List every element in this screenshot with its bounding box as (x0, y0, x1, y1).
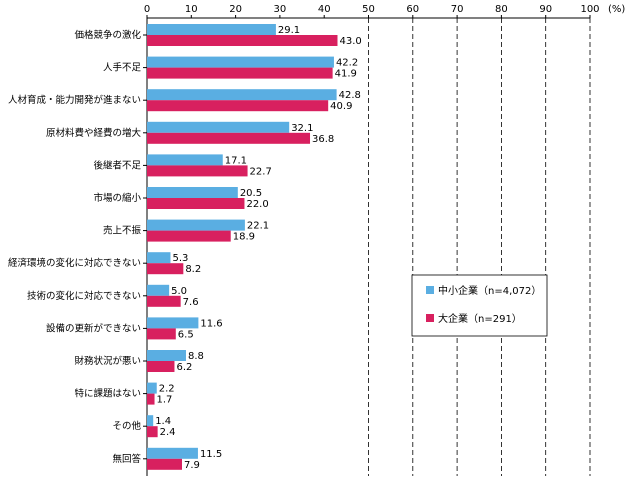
category-label: 原材料費や経費の増大 (46, 127, 142, 139)
bar-sme (147, 317, 199, 329)
legend-box (411, 274, 548, 337)
x-tick-label: 50 (362, 4, 375, 15)
data-label: 43.0 (339, 36, 361, 47)
bar-large (147, 328, 176, 340)
x-unit-label: (%) (608, 4, 625, 15)
legend-swatch-large (426, 314, 434, 322)
data-label: 32.1 (291, 123, 313, 134)
bar-large (147, 458, 182, 470)
bar-large (147, 426, 158, 438)
x-tick-label: 60 (406, 4, 419, 15)
chart-legend: 中小企業（n=4,072） 大企業（n=291） (411, 274, 548, 337)
data-label: 6.2 (176, 362, 192, 373)
bar-sme (147, 350, 186, 361)
bar-large (147, 295, 181, 307)
data-label: 36.8 (312, 134, 334, 145)
data-label: 41.9 (335, 69, 357, 80)
bar-large (147, 393, 155, 405)
bar-sme (147, 382, 157, 394)
bar-sme (147, 24, 276, 35)
x-tick-label: 40 (318, 4, 331, 15)
data-label: 42.2 (336, 58, 358, 69)
data-label: 7.9 (184, 460, 200, 471)
data-label: 42.8 (339, 90, 361, 101)
x-tick-label: 20 (229, 4, 242, 15)
bar-sme (147, 56, 334, 68)
category-label: 特に課題はない (74, 388, 141, 400)
data-label: 5.3 (172, 253, 188, 264)
bar-sme (147, 219, 245, 231)
x-tick-label: 90 (539, 4, 552, 15)
category-label: 無回答 (112, 453, 141, 465)
x-tick-label: 10 (185, 4, 198, 15)
data-label: 20.5 (240, 188, 262, 199)
bar-sme (147, 447, 198, 459)
legend-swatch-sme (426, 286, 434, 294)
chart-grid (368, 18, 591, 476)
bar-large (147, 67, 333, 79)
category-label: 経済環境の変化に対応できない (8, 257, 141, 269)
category-label: 人手不足 (103, 62, 142, 74)
bar-large (147, 132, 311, 144)
x-tick-label: 30 (274, 4, 287, 15)
category-label: 技術の変化に対応できない (27, 290, 141, 302)
x-tick-label: 80 (495, 4, 508, 15)
data-label: 5.0 (171, 286, 187, 297)
bar-large (147, 198, 245, 209)
category-label: 人材育成・能力開発が進まない (8, 94, 141, 106)
data-label: 6.5 (178, 329, 194, 340)
x-tick-label: 70 (451, 4, 464, 15)
data-label: 29.1 (278, 25, 300, 36)
data-label: 18.9 (233, 232, 255, 243)
data-label: 8.8 (188, 351, 204, 362)
bar-sme (147, 284, 170, 296)
bar-large (147, 35, 338, 46)
data-label: 11.5 (200, 449, 222, 460)
category-label: 設備の更新ができない (46, 322, 141, 334)
bar-large (147, 230, 231, 242)
bar-large (147, 165, 248, 177)
bar-sme (147, 154, 223, 166)
chart-axes: 0 10 20 30 40 50 60 70 80 90 100 (%) 価格競争の激化人手不足人材育成… (8, 4, 625, 476)
data-label: 22.7 (250, 166, 272, 177)
bar-sme (147, 252, 171, 264)
data-label: 40.9 (330, 101, 352, 112)
data-label: 8.2 (185, 264, 201, 275)
data-label: 17.1 (225, 155, 247, 166)
data-label: 7.6 (183, 297, 199, 308)
chart-bars: 29.1 43.0 42.241.9 42.840.9 32.136.8 17.122.7… (147, 24, 362, 471)
bar-sme (147, 415, 154, 427)
data-label: 1.7 (157, 395, 173, 406)
x-tick-label: 100 (580, 4, 599, 15)
data-label: 2.2 (159, 384, 175, 395)
data-label: 11.6 (200, 318, 222, 329)
bar-large (147, 263, 184, 275)
bar-large (147, 100, 329, 112)
bar-sme (147, 89, 337, 101)
category-label: 財務状況が悪い (74, 355, 141, 367)
bar-sme (147, 187, 238, 198)
legend-label-large: 大企業（n=291） (438, 312, 522, 325)
x-tick-label: 0 (144, 4, 150, 15)
category-label: 市場の縮小 (93, 192, 141, 204)
category-label: 価格競争の激化 (74, 29, 141, 41)
legend-label-sme: 中小企業（n=4,072） (438, 284, 541, 297)
category-label: 売上不振 (103, 225, 142, 237)
data-label: 22.0 (246, 199, 268, 210)
data-label: 22.1 (247, 221, 269, 232)
category-label: 後継者不足 (93, 159, 141, 171)
bar-large (147, 361, 175, 372)
data-label: 1.4 (155, 416, 171, 427)
data-label: 2.4 (160, 427, 176, 438)
category-label: その他 (112, 420, 141, 432)
bar-sme (147, 121, 290, 133)
